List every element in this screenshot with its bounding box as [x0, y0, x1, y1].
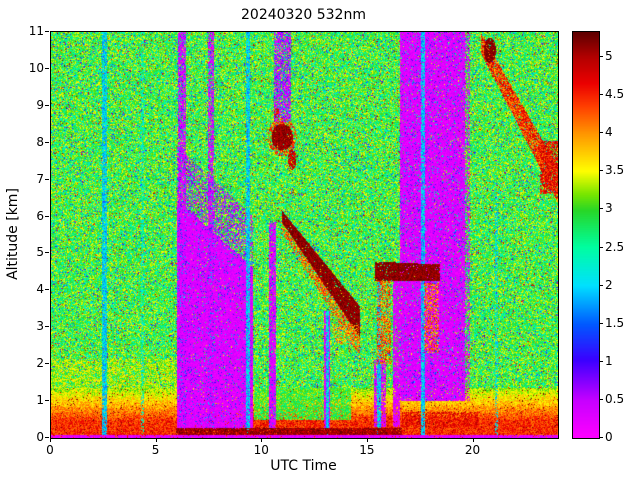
x-tick-label: 10	[253, 443, 269, 457]
y-tick-label: 11	[28, 24, 44, 38]
colorbar-tick-label: 3.5	[605, 163, 625, 178]
colorbar-tick-label: 3	[605, 201, 613, 216]
colorbar-tick-label: 2.5	[605, 239, 625, 254]
heatmap-canvas	[51, 32, 558, 438]
x-tick-mark	[472, 438, 474, 442]
y-tick-mark	[45, 104, 49, 106]
colorbar-tick-mark	[599, 94, 603, 96]
y-tick-mark	[45, 141, 49, 143]
colorbar-tick-label: 2	[605, 277, 613, 292]
colorbar-tick-mark	[599, 284, 603, 286]
y-tick-label: 0	[36, 430, 44, 444]
colorbar-tick-mark	[599, 322, 603, 324]
x-tick-label: 20	[464, 443, 481, 457]
colorbar-canvas	[573, 32, 599, 438]
colorbar-tick-mark	[599, 208, 603, 210]
x-tick-mark	[261, 438, 263, 442]
colorbar-tick-mark	[599, 246, 603, 248]
y-tick-mark	[45, 289, 49, 291]
plot-area	[50, 31, 559, 439]
x-tick-mark	[50, 438, 51, 442]
y-tick-mark	[45, 326, 49, 328]
y-tick-mark	[45, 215, 49, 217]
colorbar-tick-mark	[599, 170, 603, 172]
x-tick-label: 5	[151, 443, 160, 457]
x-tick-mark	[155, 438, 157, 442]
y-tick-label: 1	[36, 393, 44, 408]
x-axis-label: UTC Time	[270, 458, 337, 474]
x-tick-mark	[366, 438, 368, 442]
y-tick-label: 10	[28, 60, 44, 75]
colorbar-tick-label: 1	[605, 353, 613, 368]
y-tick-label: 2	[36, 356, 44, 371]
y-tick-label: 3	[36, 319, 44, 334]
y-tick-mark	[45, 31, 49, 32]
y-tick-mark	[45, 437, 49, 438]
colorbar-tick-label: 4.5	[605, 87, 625, 102]
y-tick-label: 7	[36, 171, 44, 186]
y-tick-mark	[45, 400, 49, 402]
colorbar-tick-label: 0.5	[605, 391, 625, 406]
colorbar-tick-label: 0	[605, 430, 613, 444]
chart-title: 20240320 532nm	[241, 7, 366, 23]
x-tick-label: 15	[359, 443, 375, 457]
y-tick-mark	[45, 178, 49, 180]
y-tick-mark	[45, 252, 49, 254]
x-tick-label: 0	[46, 443, 54, 457]
colorbar-tick-mark	[599, 360, 603, 362]
y-tick-label: 5	[36, 245, 44, 260]
colorbar-tick-mark	[599, 437, 603, 438]
colorbar-tick-mark	[599, 56, 603, 58]
colorbar-tick-label: 1.5	[605, 315, 625, 330]
colorbar	[572, 31, 600, 439]
colorbar-tick-label: 4	[605, 125, 613, 140]
y-tick-mark	[45, 67, 49, 69]
y-tick-label: 6	[36, 208, 44, 223]
y-tick-label: 4	[36, 282, 44, 297]
y-axis-label: Altitude [km]	[5, 188, 21, 280]
y-tick-label: 8	[36, 134, 44, 149]
y-tick-mark	[45, 363, 49, 365]
colorbar-tick-mark	[599, 132, 603, 134]
colorbar-tick-mark	[599, 398, 603, 400]
colorbar-tick-label: 5	[605, 49, 613, 64]
y-tick-label: 9	[36, 97, 44, 112]
